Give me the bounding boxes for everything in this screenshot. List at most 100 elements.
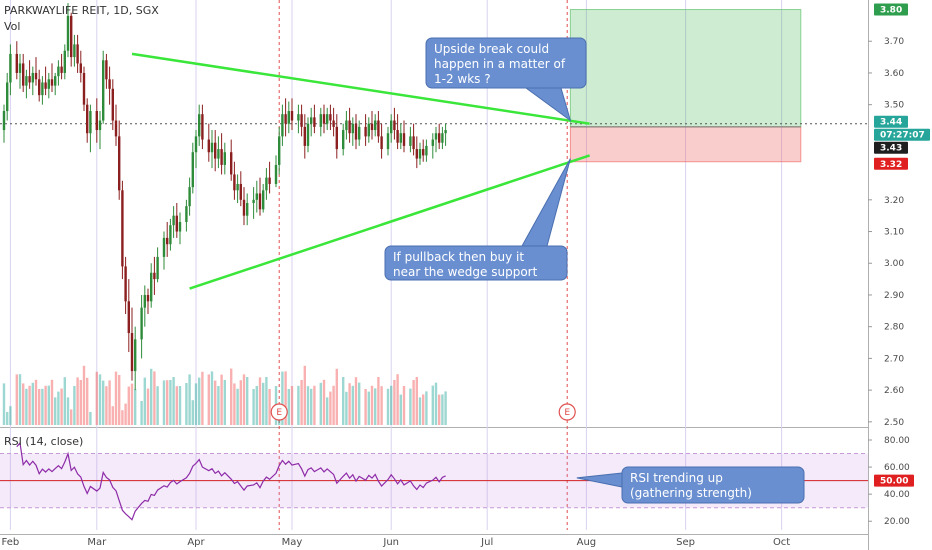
volume-bar: [412, 380, 415, 425]
volume-bar: [172, 377, 175, 425]
volume-bar: [441, 394, 444, 425]
volume-bar: [351, 385, 354, 425]
price-tick-label: 3.00: [884, 259, 904, 269]
volume-bar: [86, 377, 89, 425]
volume-bar: [198, 377, 201, 425]
volume-bar: [268, 389, 271, 425]
candle-body: [18, 63, 22, 73]
volume-bar: [178, 386, 182, 425]
volume-bar: [335, 368, 338, 425]
volume-bar: [150, 368, 153, 425]
volume-bar: [217, 386, 220, 425]
volume-bar: [47, 385, 50, 425]
volume-bar: [124, 403, 127, 425]
candle-body: [262, 190, 265, 210]
volume-bar: [82, 365, 86, 425]
volume-bar: [284, 371, 287, 425]
candle-body: [108, 79, 111, 89]
candle-body: [438, 133, 441, 143]
close-price-tag: [874, 141, 908, 154]
candle-body: [82, 72, 86, 105]
candle-body: [130, 333, 134, 372]
volume-bar: [425, 391, 428, 425]
callout-text: RSI trending up: [630, 471, 723, 485]
candle-body: [146, 294, 150, 302]
candle-body: [441, 133, 444, 143]
volume-bar: [306, 386, 310, 425]
month-label: Jun: [382, 537, 399, 548]
callout-text: (gathering strength): [630, 486, 752, 500]
volume-bar: [130, 383, 134, 425]
candle-body: [335, 126, 338, 150]
candle-body: [210, 142, 214, 153]
volume-bar: [89, 412, 92, 425]
volume-bar: [127, 386, 130, 425]
wedge-lower-line: [189, 154, 590, 290]
month-label: Sep: [676, 537, 695, 548]
candle-body: [236, 183, 239, 191]
callout-text: If pullback then buy it: [393, 250, 524, 264]
callout-text: Upside break could: [434, 42, 549, 56]
candle-body: [367, 123, 370, 137]
price-axis: 3.70 3.60 3.50 3.20 3.10 3.00 2.90 2.80 2.70 2.60…: [868, 0, 932, 550]
earnings-marker: [270, 403, 288, 421]
volume-bar: [223, 380, 226, 425]
rsi-label: RSI (14, close): [4, 435, 83, 448]
volume-bar: [15, 374, 18, 425]
earnings-marker: [558, 403, 576, 421]
price-tick-label: 2.70: [884, 354, 904, 364]
volume-bar: [28, 385, 31, 425]
candle-body: [121, 190, 124, 267]
candle-body: [178, 222, 182, 232]
volume-bars: [2, 365, 447, 425]
callout-pointer: [521, 158, 571, 247]
candle-body: [332, 120, 335, 127]
callout-box: [425, 37, 587, 89]
price-tick-label: 2.90: [884, 291, 904, 301]
wedge-trendlines: [131, 52, 590, 290]
candle-body: [322, 114, 326, 124]
rsi-tick-label: 80.00: [884, 436, 910, 446]
candle-body: [198, 114, 201, 137]
wedge-upper-line: [131, 52, 590, 125]
candle-body: [255, 193, 258, 200]
earnings-marker-label: E: [564, 408, 570, 418]
candle-body: [118, 136, 121, 191]
volume-bar: [146, 388, 150, 425]
volume-bar: [367, 391, 370, 425]
volume-bar: [431, 385, 434, 425]
candle-body: [422, 149, 425, 156]
candle-body: [306, 123, 310, 146]
volume-bar: [281, 371, 284, 425]
candle-body: [73, 44, 76, 58]
volume-bar: [70, 409, 73, 425]
candle-body: [230, 152, 233, 175]
rsi-tick-label: 60.00: [884, 463, 910, 473]
volume-bar: [255, 386, 258, 425]
volume-bar: [175, 386, 178, 425]
volume-bar: [162, 380, 166, 425]
volume-bar: [230, 368, 233, 425]
volume-bar: [156, 386, 159, 425]
candle-body: [281, 114, 284, 137]
candle-body: [31, 72, 34, 83]
volume-bar: [418, 397, 422, 425]
volume-bar: [140, 401, 143, 425]
candle-body: [434, 133, 438, 140]
candle-body: [342, 130, 345, 150]
candle-body: [431, 139, 434, 146]
candle-body: [425, 145, 428, 156]
candle-body: [28, 76, 31, 83]
candle-body: [111, 88, 114, 121]
volume-bar: [188, 374, 191, 425]
stop-price-tag-text: 3.32: [880, 160, 902, 170]
candle-body: [319, 114, 322, 127]
volume-bar: [60, 388, 63, 425]
rsi-line: [16, 441, 446, 521]
last-price-tag: [874, 115, 908, 128]
time-axis-divider: [0, 534, 868, 535]
volume-bar: [236, 388, 239, 425]
candle-body: [98, 120, 102, 131]
volume-label: Vol: [4, 20, 20, 33]
